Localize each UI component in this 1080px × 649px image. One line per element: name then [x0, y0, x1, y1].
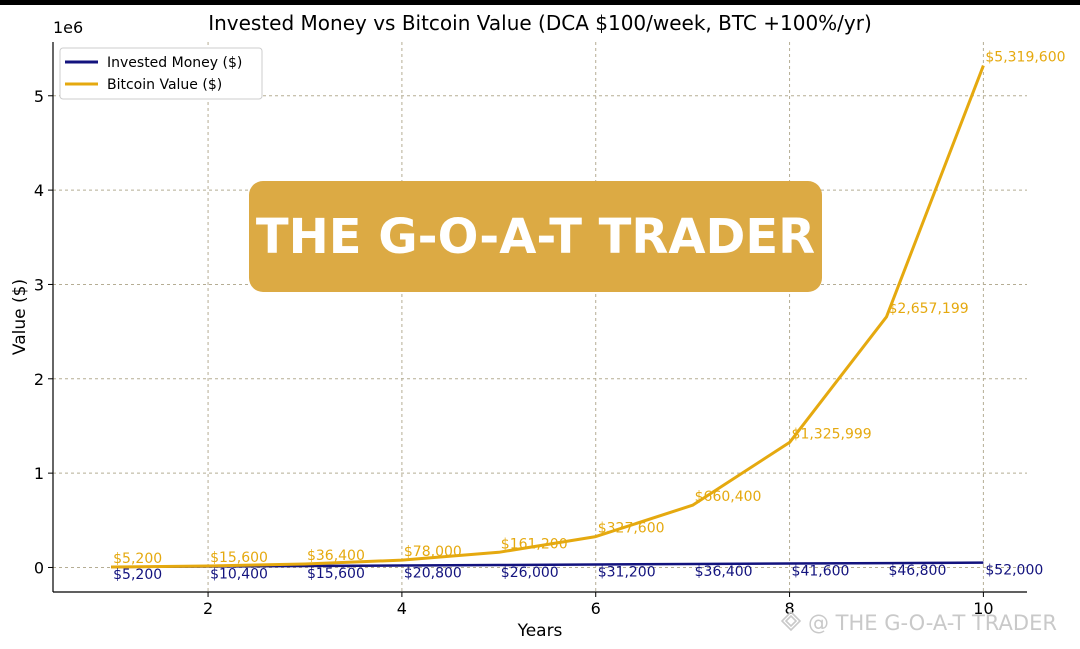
y-tick-label: 4 — [34, 181, 44, 200]
legend: Invested Money ($) Bitcoin Value ($) — [59, 47, 263, 100]
x-tick-label: 8 — [784, 599, 794, 618]
data-label: $52,000 — [985, 563, 1043, 579]
axes: 2 4 6 8 10 0 1 2 3 4 5 — [34, 42, 1027, 618]
data-label: $46,800 — [888, 563, 946, 579]
data-label: $15,600 — [307, 566, 365, 582]
grid — [53, 42, 1027, 592]
data-label: $660,400 — [695, 489, 762, 505]
data-label: $41,600 — [792, 564, 850, 580]
series-line-bitcoin — [111, 65, 985, 569]
data-label: $36,400 — [695, 564, 753, 580]
data-label: $327,600 — [598, 521, 665, 537]
y-axis-title: Value ($) — [10, 279, 30, 355]
legend-entry: Invested Money ($) — [107, 55, 242, 71]
x-tick-label: 4 — [397, 599, 407, 618]
x-tick-label: 10 — [973, 599, 993, 618]
data-labels: $5,200 $10,400 $15,600 $20,800 $26,000 $31,20… — [113, 50, 1065, 583]
data-label: $5,319,600 — [985, 50, 1065, 66]
watermark-banner: THE G-O-A-T TRADER — [249, 181, 822, 292]
data-label: $26,000 — [501, 565, 559, 581]
x-tick-label: 2 — [203, 599, 213, 618]
watermark-banner-text: THE G-O-A-T TRADER — [255, 208, 816, 265]
data-label: $36,400 — [307, 548, 365, 564]
legend-box — [59, 47, 263, 100]
data-label: $15,600 — [210, 550, 268, 566]
data-label: $2,657,199 — [888, 301, 968, 317]
y-axis-offset-label: 1e6 — [53, 18, 83, 37]
data-label: $161,200 — [501, 536, 568, 552]
y-tick-label: 3 — [34, 275, 44, 294]
y-tick-label: 2 — [34, 370, 44, 389]
data-label: $1,325,999 — [792, 426, 872, 442]
data-label: $5,200 — [113, 551, 162, 567]
data-label: $10,400 — [210, 566, 268, 582]
legend-entry: Bitcoin Value ($) — [107, 77, 222, 93]
x-axis-title: Years — [517, 621, 563, 641]
diamond-logo-icon — [780, 610, 802, 637]
data-label: $31,200 — [598, 565, 656, 581]
watermark-corner-text: @ THE G-O-A-T TRADER — [808, 611, 1057, 635]
y-tick-label: 1 — [34, 464, 44, 483]
chart-title: Invested Money vs Bitcoin Value (DCA $10… — [208, 11, 872, 35]
top-border — [0, 0, 1080, 5]
y-tick-label: 5 — [34, 87, 44, 106]
x-tick-label: 6 — [591, 599, 601, 618]
series-lines — [111, 65, 985, 569]
y-tick-label: 0 — [34, 558, 44, 577]
data-label: $20,800 — [404, 566, 462, 582]
watermark-corner: @ THE G-O-A-T TRADER — [780, 608, 1057, 638]
data-label: $5,200 — [113, 567, 162, 583]
data-label: $78,000 — [404, 544, 462, 560]
